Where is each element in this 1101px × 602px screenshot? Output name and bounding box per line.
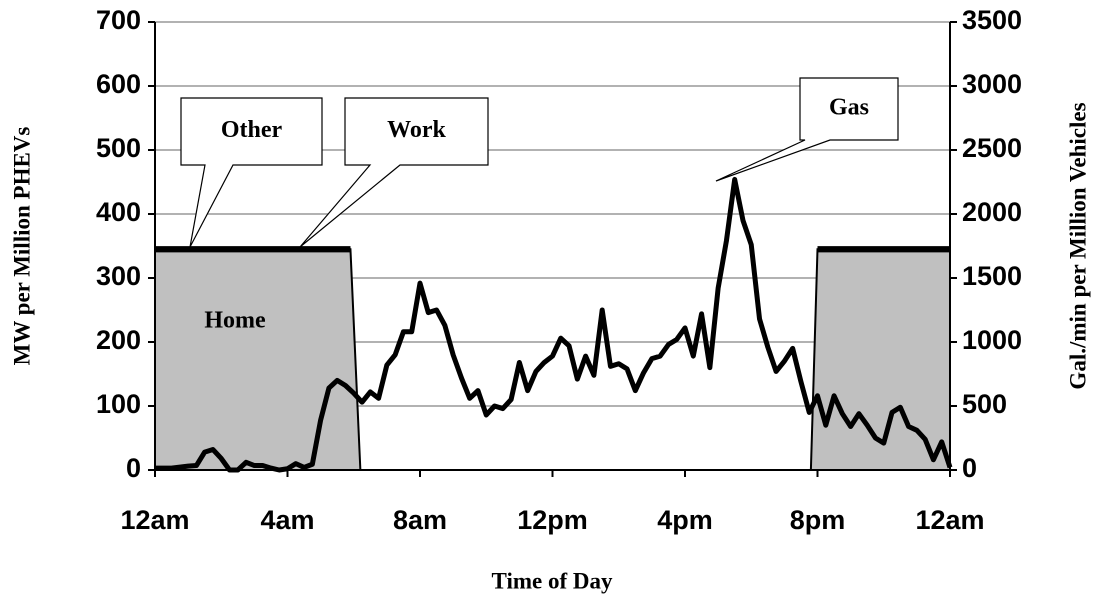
x-tick-label: 4pm <box>657 505 713 535</box>
y2-axis-title: Gal./min per Million Vehicles <box>1065 102 1090 389</box>
x-tick-label: 8am <box>393 505 447 535</box>
y-tick-label: 0 <box>126 453 141 483</box>
y-tick-label: 400 <box>96 197 141 227</box>
x-tick-label: 12pm <box>517 505 588 535</box>
y-axis-title: MW per Million PHEVs <box>9 127 34 366</box>
y-tick-label: 600 <box>96 69 141 99</box>
callout-box <box>299 97 489 248</box>
callout-box <box>715 77 899 182</box>
y-tick-label: 500 <box>96 133 141 163</box>
y2-tick-label: 3000 <box>962 69 1022 99</box>
series-label: Home <box>204 308 266 334</box>
x-tick-label: 4am <box>260 505 314 535</box>
x-tick-label: 8pm <box>790 505 846 535</box>
y-tick-label: 200 <box>96 325 141 355</box>
area <box>154 248 951 471</box>
callout-label: Other <box>221 117 283 143</box>
y2-tick-label: 1500 <box>962 261 1022 291</box>
line <box>155 176 953 473</box>
y2-tick-label: 0 <box>962 453 977 483</box>
y2-tick-label: 3500 <box>962 5 1022 35</box>
x-tick-label: 12am <box>915 505 984 535</box>
callout-label: Gas <box>829 95 869 121</box>
y-tick-label: 100 <box>96 389 141 419</box>
y-tick-label: 700 <box>96 5 141 35</box>
y-tick-label: 300 <box>96 261 141 291</box>
callout-box <box>180 97 323 248</box>
callout-label: Work <box>387 117 446 143</box>
y2-tick-label: 2000 <box>962 197 1022 227</box>
y2-tick-label: 1000 <box>962 325 1022 355</box>
y2-tick-label: 500 <box>962 389 1007 419</box>
x-tick-label: 12am <box>120 505 189 535</box>
x-axis-title: Time of Day <box>492 568 613 593</box>
y2-tick-label: 2500 <box>962 133 1022 163</box>
